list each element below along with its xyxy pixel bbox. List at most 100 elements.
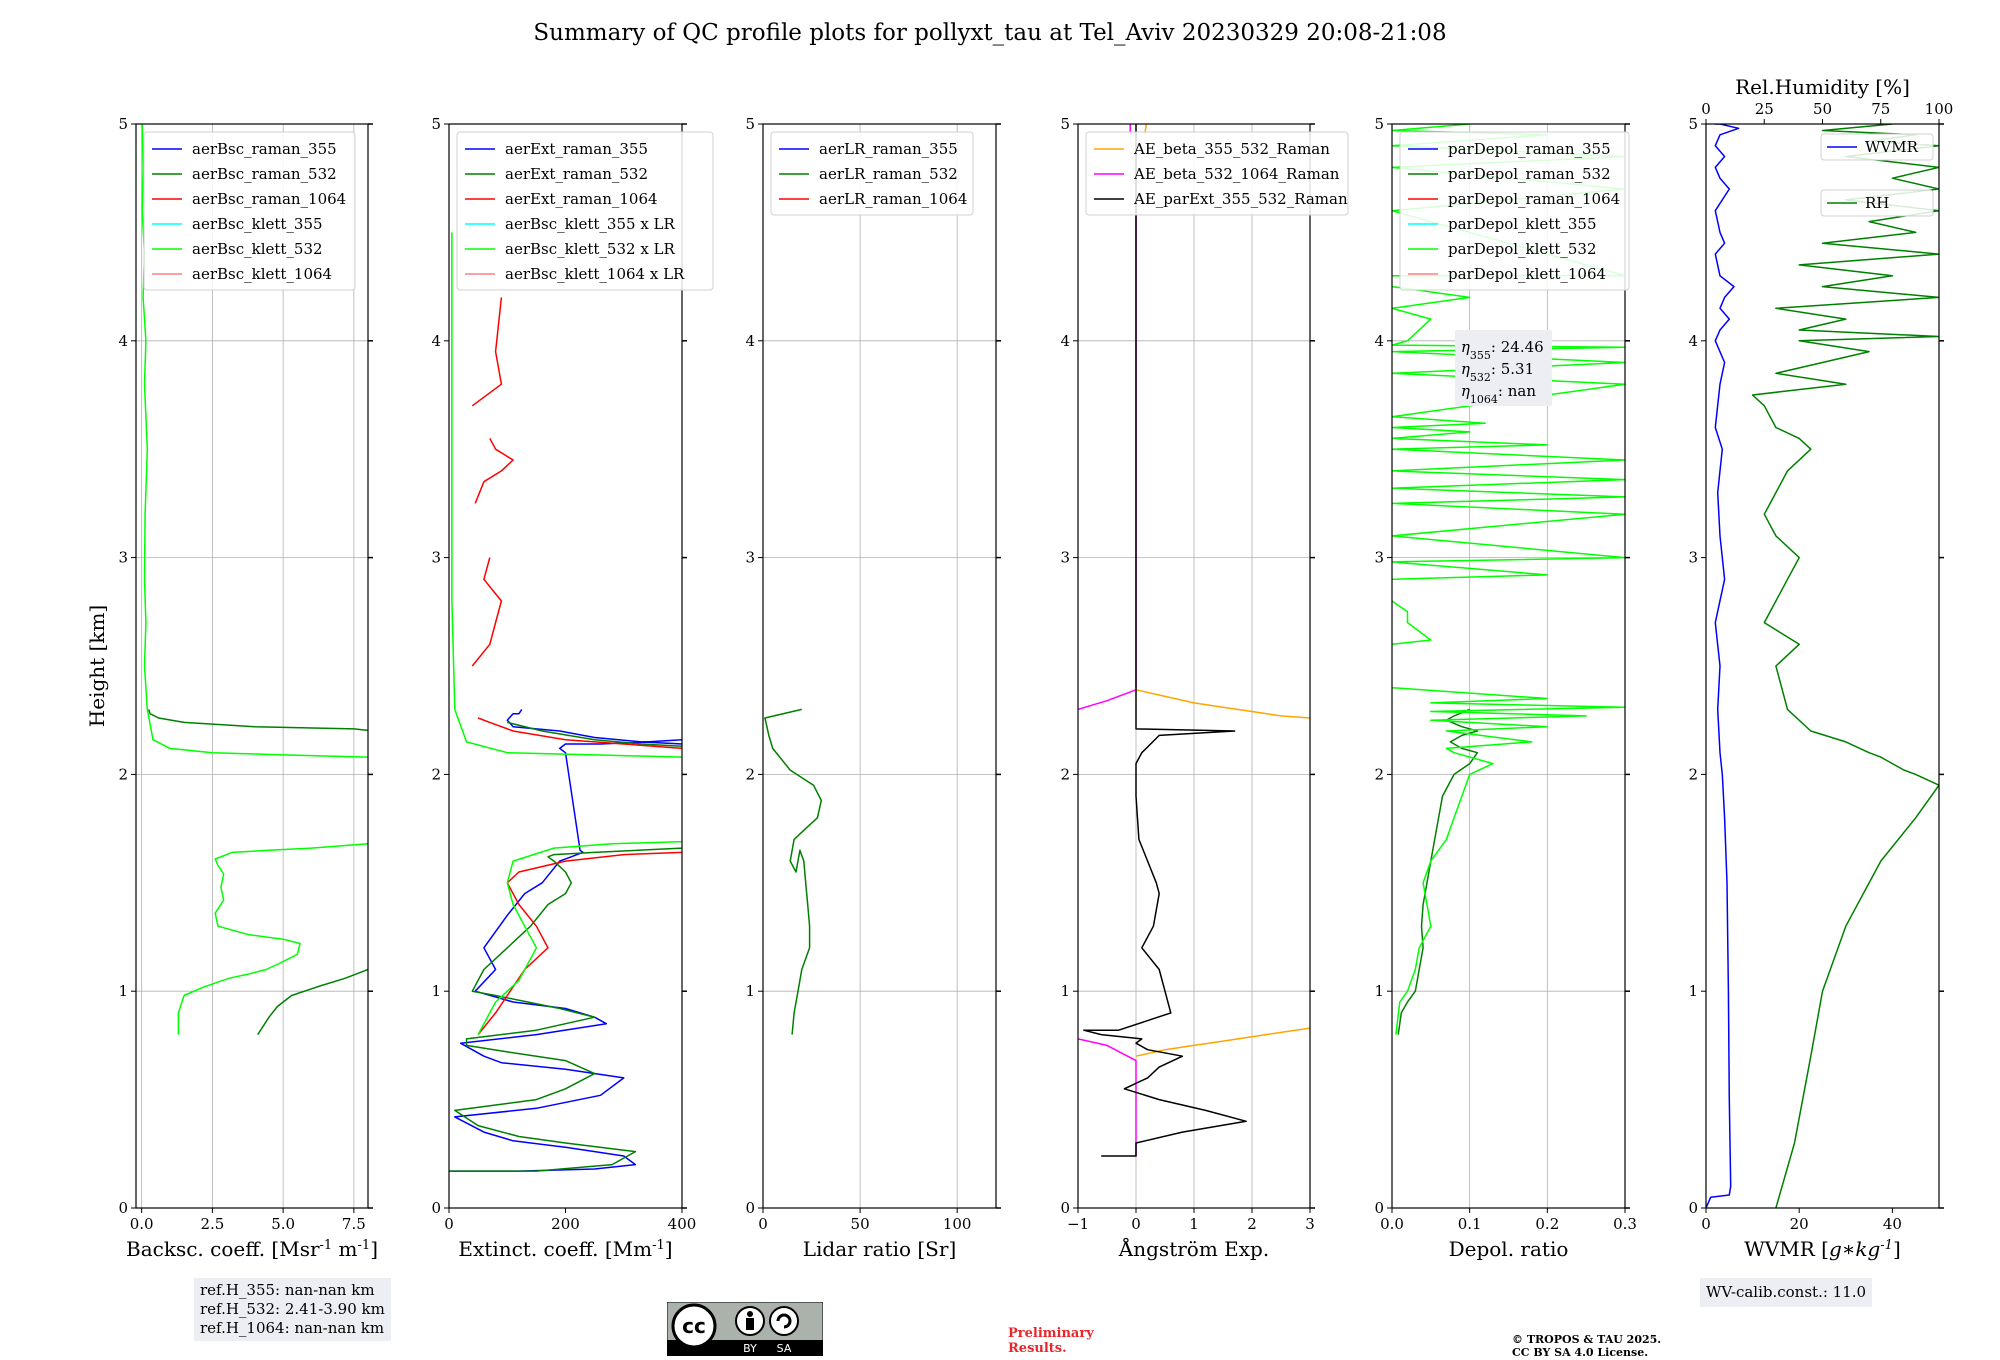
y-tick-label: 2	[118, 765, 128, 783]
y-tick-label: 4	[1688, 332, 1698, 350]
series-group	[1392, 124, 1625, 1035]
x-tick-label: 200	[551, 1215, 580, 1233]
refh-1064: ref.H_1064: nan-nan km	[200, 1319, 385, 1337]
series-line-aerBsc_raman_532	[147, 709, 368, 1036]
y-tick-label: 2	[1374, 765, 1384, 783]
y-tick-label: 5	[118, 115, 128, 133]
y-tick-label: 5	[1374, 115, 1384, 133]
legend-label: aerBsc_klett_355 x LR	[505, 215, 676, 233]
legend-label: aerBsc_klett_1064	[192, 265, 332, 283]
y-tick-label: 0	[745, 1199, 755, 1217]
x-tick-label: 20	[1790, 1215, 1809, 1233]
y-tick-label: 4	[745, 332, 755, 350]
y-tick-label: 4	[118, 332, 128, 350]
y-tick-label: 4	[1060, 332, 1070, 350]
legend-box	[1085, 131, 1349, 216]
y-tick-label: 1	[745, 982, 755, 1000]
legend-label: RH	[1865, 194, 1889, 212]
preliminary-line-1: Preliminary	[1008, 1326, 1094, 1341]
legend-entry: RH	[1820, 189, 1934, 217]
axes-frame	[1391, 123, 1626, 1209]
legend-label: aerBsc_klett_532	[192, 240, 323, 258]
series-line-AE_beta_532_1064_Raman	[1078, 124, 1137, 1156]
y-tick-label: 3	[745, 549, 755, 567]
legend: aerBsc_raman_355 aerBsc_raman_532 aerBsc_r…	[143, 131, 356, 291]
series-group	[764, 708, 823, 1035]
legend-label: parDepol_raman_1064	[1448, 190, 1620, 208]
legend-box	[1820, 133, 1934, 161]
legend-label: parDepol_raman_532	[1448, 165, 1611, 183]
legend-label: aerBsc_klett_1064 x LR	[505, 265, 685, 283]
y-tick-label: 2	[1688, 765, 1698, 783]
panel-5: 0 1 2 3 4 5 0.0 0.1 0.2 0.3 Depol. ratio parDepol_r…	[1374, 115, 1636, 1261]
legend-label: AE_parExt_355_532_Raman	[1133, 190, 1348, 208]
legend-label: parDepol_klett_355	[1448, 215, 1597, 233]
y-tick-label: 1	[1688, 982, 1698, 1000]
x-tick-label: 0.0	[1380, 1215, 1404, 1233]
annotation-line: η1064: nan	[1461, 382, 1536, 406]
legend-label: aerBsc_klett_532 x LR	[505, 240, 676, 258]
x-axis-label: Extinct. coeff. [Mm-1]	[458, 1237, 672, 1261]
legend: aerLR_raman_355 aerLR_raman_532 aerLR_rama…	[770, 131, 974, 216]
y-tick-label: 2	[431, 765, 441, 783]
preliminary-line-2: Results.	[1008, 1341, 1067, 1356]
top-x-axis-label: Rel.Humidity [%]	[1735, 75, 1910, 99]
y-tick-label: 5	[745, 115, 755, 133]
x-tick-label: 0	[758, 1215, 768, 1233]
legend-entry: WVMR	[1820, 133, 1934, 161]
figure-title: Summary of QC profile plots for pollyxt_…	[533, 20, 1447, 46]
copyright-line-1: © TROPOS & TAU 2025.	[1512, 1333, 1662, 1346]
y-tick-label: 3	[1374, 549, 1384, 567]
x-tick-label: 1	[1189, 1215, 1199, 1233]
y-tick-label: 0	[431, 1199, 441, 1217]
axes-frame	[762, 123, 997, 1209]
x-tick-label: 400	[668, 1215, 697, 1233]
legend-label: aerBsc_raman_355	[192, 140, 337, 158]
x-tick-label: 0	[1131, 1215, 1141, 1233]
series-line-aerLR_raman_532	[764, 708, 823, 1035]
x-tick-label: 0.3	[1613, 1215, 1637, 1233]
x-tick-label: 0.0	[130, 1215, 154, 1233]
wv-calib-text: WV-calib.const.: 11.0	[1706, 1283, 1867, 1301]
wv-calib-box: WV-calib.const.: 11.0	[1700, 1278, 1873, 1307]
reference-height-box: ref.H_355: nan-nan km ref.H_532: 2.41-3.…	[194, 1278, 391, 1341]
panel-2: 0 1 2 3 4 5 0 200 400 Extinct. coeff. [Mm-1] aerEx…	[431, 115, 714, 1261]
svg-text:cc: cc	[682, 1314, 706, 1338]
y-tick-label: 4	[431, 332, 441, 350]
series-line-aerBsc_klett_532 x LR	[451, 232, 682, 1035]
legend: AE_beta_355_532_Raman AE_beta_532_1064_Ra…	[1085, 131, 1349, 216]
copyright-note: © TROPOS & TAU 2025. CC BY SA 4.0 Licens…	[1512, 1333, 1661, 1359]
panel-1: 0 1 2 3 4 5 0.0 2.5 5.0 7.5 Backsc. coeff. [Msr-1 …	[118, 115, 378, 1261]
cc-sa-text: SA	[777, 1342, 792, 1355]
legend-label: parDepol_klett_532	[1448, 240, 1597, 258]
series-line-AE_beta_355_532_Raman	[1135, 124, 1310, 1057]
refh-355: ref.H_355: nan-nan km	[200, 1281, 375, 1299]
x-tick-label: 0.1	[1458, 1215, 1482, 1233]
x-tick-label: 100	[943, 1215, 972, 1233]
series-line-aerExt_raman_1064	[471, 297, 682, 1036]
cc-by-text: BY	[743, 1342, 757, 1355]
legend-label: aerLR_raman_1064	[819, 190, 967, 208]
legend-label: aerBsc_klett_355	[192, 215, 323, 233]
legend-label: parDepol_klett_1064	[1448, 265, 1606, 283]
series-line-aerExt_raman_532	[449, 721, 682, 1172]
top-x-tick-label: 75	[1871, 100, 1890, 118]
x-tick-label: −1	[1067, 1215, 1089, 1233]
series-group	[449, 232, 682, 1172]
legend-box	[143, 131, 356, 291]
legend-label: parDepol_raman_355	[1448, 140, 1611, 158]
legend-box	[1820, 189, 1934, 217]
legend-label: aerBsc_raman_532	[192, 165, 337, 183]
annotation-box	[1454, 330, 1552, 406]
series-line-aerExt_raman_355	[449, 708, 682, 1172]
top-x-tick-label: 0	[1701, 100, 1711, 118]
series-group	[1078, 124, 1310, 1157]
legend-label: WVMR	[1865, 138, 1919, 156]
legend-label: AE_beta_532_1064_Raman	[1133, 165, 1340, 183]
legend-label: AE_beta_355_532_Raman	[1133, 140, 1330, 158]
x-axis-label: WVMR [g∗kg-1]	[1744, 1237, 1901, 1261]
x-tick-label: 7.5	[342, 1215, 366, 1233]
x-tick-label: 0	[1701, 1215, 1711, 1233]
